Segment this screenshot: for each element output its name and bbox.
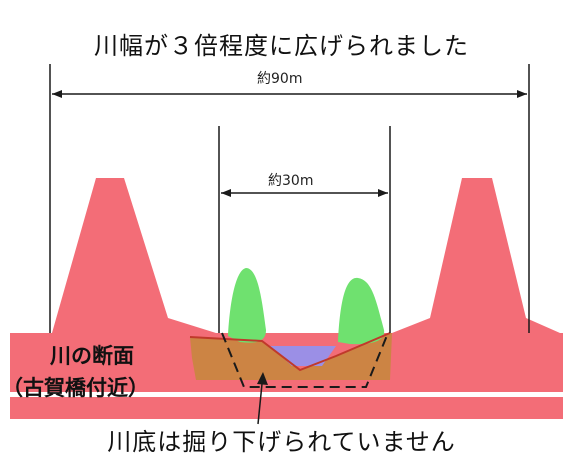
left-vegetation — [228, 268, 266, 343]
inner-width-arrowhead-left — [221, 189, 231, 197]
right-vegetation — [338, 277, 385, 345]
outer-width-arrowhead-right — [517, 90, 527, 98]
original-channel-outline — [221, 332, 389, 388]
cross-section-label-line1: 川の断面 — [50, 344, 134, 368]
white-band — [10, 392, 563, 397]
riverbed-pointer-arrowhead — [257, 372, 268, 385]
inner-width-label: 約30m — [266, 170, 316, 190]
riverbed-line — [189, 332, 391, 372]
outer-width-label: 約90m — [255, 68, 305, 88]
riverbed-pointer-line — [257, 383, 263, 425]
dredged-channel — [190, 333, 392, 380]
left-levee — [52, 178, 216, 333]
river-water — [270, 346, 336, 366]
inner-width-arrowhead-right — [378, 189, 388, 197]
outer-width-arrowhead-left — [52, 90, 62, 98]
cross-section-label: 川の断面 （古賀橋付近） — [2, 340, 149, 404]
cross-section-label-line2: （古賀橋付近） — [2, 376, 149, 400]
right-levee — [392, 178, 560, 333]
riverbed-caption: 川底は掘り下げられていません — [107, 428, 456, 456]
diagram-title: 川幅が３倍程度に広げられました — [94, 32, 469, 60]
